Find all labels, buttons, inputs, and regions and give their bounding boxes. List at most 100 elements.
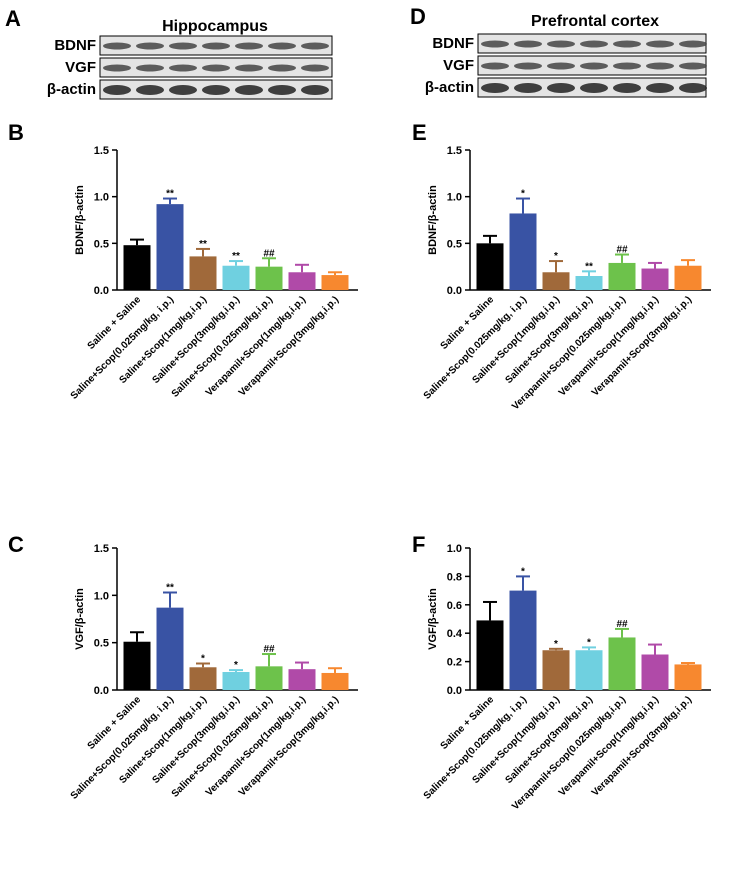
bar xyxy=(156,204,184,290)
blot-band xyxy=(103,42,131,50)
significance-mark: ## xyxy=(263,644,275,655)
blot-band xyxy=(136,42,164,50)
y-tick-label: 0.5 xyxy=(94,238,109,250)
bar xyxy=(123,641,151,690)
bar xyxy=(542,272,570,290)
bar xyxy=(641,268,669,290)
blot-band xyxy=(613,83,641,93)
blot-band xyxy=(580,62,608,70)
y-tick-label: 0.2 xyxy=(447,657,462,669)
y-tick-label: 1.0 xyxy=(447,543,462,555)
blot-band xyxy=(580,40,608,48)
y-tick-label: 1.5 xyxy=(447,145,462,157)
bar xyxy=(189,256,217,290)
blot-band xyxy=(169,85,197,95)
bar xyxy=(674,265,702,290)
bar xyxy=(476,243,504,290)
significance-mark: * xyxy=(587,637,591,648)
blot-band xyxy=(301,64,329,72)
significance-mark: ## xyxy=(616,245,628,256)
y-tick-label: 0.4 xyxy=(447,628,463,640)
bar xyxy=(321,672,349,690)
blot-title: Prefrontal cortex xyxy=(531,13,659,30)
significance-mark: * xyxy=(521,566,525,577)
blot-band xyxy=(202,85,230,95)
bar xyxy=(575,650,603,690)
blot-band xyxy=(301,42,329,50)
blot-band xyxy=(481,40,509,48)
blot-band xyxy=(679,62,707,70)
blot-band xyxy=(547,83,575,93)
blot-band xyxy=(646,83,674,93)
bar xyxy=(222,265,250,290)
blot-band xyxy=(103,85,131,95)
y-axis-label: VGF/β-actin xyxy=(427,588,439,650)
blot-row-label: BDNF xyxy=(432,35,474,52)
significance-mark: * xyxy=(234,660,238,671)
y-axis-label: BDNF/β-actin xyxy=(427,185,439,255)
blot-band xyxy=(646,40,674,48)
significance-mark: ** xyxy=(166,582,174,593)
y-tick-label: 0.0 xyxy=(447,285,462,297)
y-tick-label: 0.0 xyxy=(94,285,109,297)
bar xyxy=(321,275,349,290)
y-axis-label: VGF/β-actin xyxy=(74,588,86,650)
y-tick-label: 1.0 xyxy=(447,192,462,204)
bar xyxy=(641,654,669,690)
y-tick-label: 1.0 xyxy=(94,192,109,204)
blot-band xyxy=(547,62,575,70)
blot-band xyxy=(580,83,608,93)
bar xyxy=(542,650,570,690)
blot-row-label: VGF xyxy=(443,57,474,74)
blot-band xyxy=(679,83,707,93)
bar xyxy=(156,607,184,690)
significance-mark: * xyxy=(554,639,558,650)
blot-band xyxy=(235,42,263,50)
bar xyxy=(476,620,504,690)
blot-band xyxy=(481,62,509,70)
panel-letter: D xyxy=(410,4,426,29)
significance-mark: ** xyxy=(585,261,593,272)
blot-band xyxy=(103,64,131,72)
blot-band xyxy=(613,40,641,48)
bar xyxy=(222,672,250,690)
blot-band xyxy=(481,83,509,93)
bar xyxy=(123,245,151,290)
bar xyxy=(509,590,537,690)
panel-letter: A xyxy=(5,6,21,31)
blot-row-label: β-actin xyxy=(425,79,474,96)
panel-letter: F xyxy=(412,532,425,557)
blot-band xyxy=(268,64,296,72)
bar xyxy=(288,272,316,290)
blot-row-label: BDNF xyxy=(54,37,96,54)
blot-band xyxy=(169,64,197,72)
bar xyxy=(288,669,316,690)
blot-band xyxy=(514,40,542,48)
blot-band xyxy=(268,42,296,50)
y-tick-label: 0.5 xyxy=(447,238,462,250)
bar xyxy=(608,262,636,290)
blot-band xyxy=(547,40,575,48)
bar xyxy=(608,637,636,690)
y-tick-label: 1.5 xyxy=(94,145,109,157)
blot-row-label: VGF xyxy=(65,59,96,76)
y-tick-label: 0.0 xyxy=(447,685,462,697)
blot-band xyxy=(514,62,542,70)
y-tick-label: 0.6 xyxy=(447,600,462,612)
blot-band xyxy=(235,85,263,95)
bar xyxy=(255,266,283,290)
bar xyxy=(509,213,537,290)
panel-letter: E xyxy=(412,120,427,145)
blot-band xyxy=(202,42,230,50)
panel-letter: B xyxy=(8,120,24,145)
significance-mark: * xyxy=(554,251,558,262)
significance-mark: ** xyxy=(232,251,240,262)
y-tick-label: 0.5 xyxy=(94,638,109,650)
y-tick-label: 1.0 xyxy=(94,590,109,602)
blot-title: Hippocampus xyxy=(162,18,268,35)
significance-mark: ## xyxy=(616,619,628,630)
blot-band xyxy=(235,64,263,72)
blot-band xyxy=(169,42,197,50)
